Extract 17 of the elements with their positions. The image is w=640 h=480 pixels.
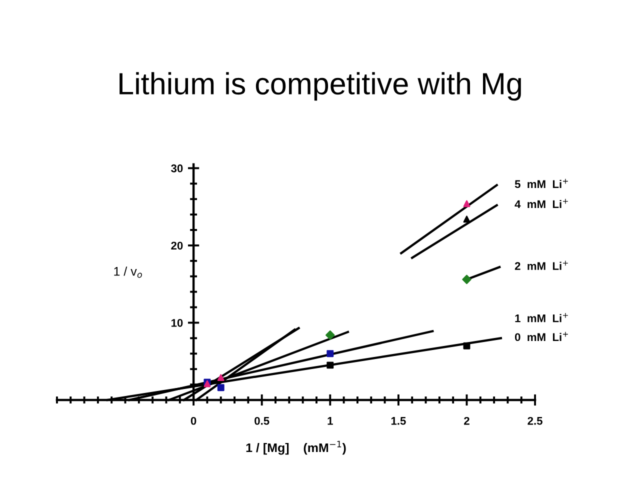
x-tick-label: 2 bbox=[464, 416, 470, 425]
series-label: 5 mM Li$^{+}$ bbox=[514, 178, 568, 188]
x-tick-label: 1 bbox=[328, 417, 333, 425]
series-label: 4 mM Li$^{+}$ bbox=[514, 198, 568, 208]
x-axis-title: 1 / [Mg] (mM$^{−1}$) bbox=[246, 440, 346, 455]
chart-title: Lithium is competitive with Mg bbox=[120, 72, 521, 101]
text: 1 mM Li$^{+}$ bbox=[515, 312, 568, 322]
y-tick-label: 20 bbox=[171, 242, 183, 250]
y-tick-label: 30 bbox=[171, 164, 183, 172]
x-tick-label: 1.5 bbox=[391, 417, 406, 425]
series-label: 0 mM Li$^{+}$ bbox=[514, 332, 568, 342]
y-tick-label: 10 bbox=[171, 318, 183, 327]
series-label: 2 mM Li$^{+}$ bbox=[514, 260, 568, 270]
x-tick-label: 2.5 bbox=[528, 416, 542, 425]
y-axis-title: 1 / v$_{o}$ bbox=[114, 266, 142, 278]
x-tick-label: 0 bbox=[190, 416, 196, 425]
x-tick-label: 0.5 bbox=[254, 416, 270, 425]
